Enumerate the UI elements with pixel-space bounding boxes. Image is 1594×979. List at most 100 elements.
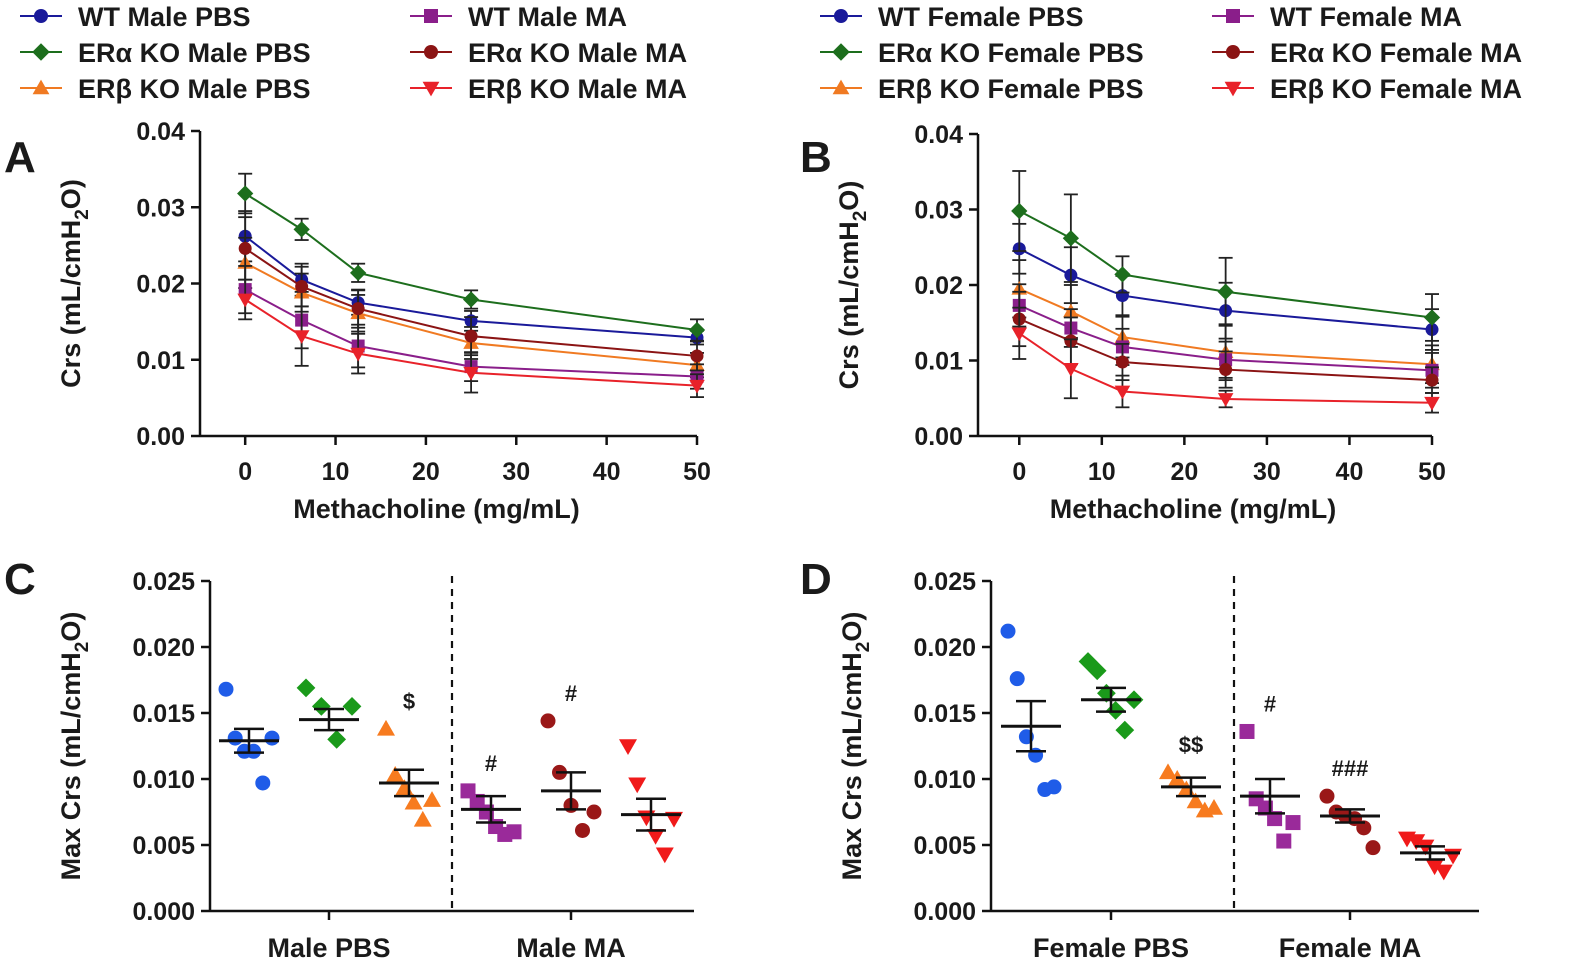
y-axis-label-sub: 2 bbox=[850, 211, 871, 222]
series-1 bbox=[237, 172, 706, 342]
data-point bbox=[311, 697, 331, 716]
data-point bbox=[1115, 720, 1135, 740]
data-point bbox=[637, 810, 656, 827]
category-label: Female PBS bbox=[1033, 933, 1189, 963]
panel-letter-b: B bbox=[800, 133, 832, 182]
data-point bbox=[628, 777, 647, 794]
data-point bbox=[1423, 309, 1441, 326]
data-point bbox=[1444, 848, 1462, 865]
category-label: Female MA bbox=[1279, 933, 1422, 963]
data-point bbox=[690, 349, 704, 363]
legend-label: WT Female PBS bbox=[878, 2, 1084, 32]
y-axis-label: Crs (mL/cmH2O) bbox=[834, 181, 871, 390]
y-axis-label-main: Max Crs (mL/cmH bbox=[837, 652, 867, 880]
data-point bbox=[293, 330, 310, 344]
panel-letter-c: C bbox=[4, 555, 36, 604]
group-1 bbox=[1078, 652, 1144, 740]
x-tick-label: 30 bbox=[1253, 458, 1281, 486]
group-3: # bbox=[1239, 691, 1301, 849]
data-point bbox=[293, 221, 310, 238]
legend-marker-square bbox=[1226, 9, 1240, 23]
legend-marker-triangle-up bbox=[32, 79, 50, 95]
legend-label: ERα KO Female MA bbox=[1270, 38, 1522, 68]
legend-marker-circle bbox=[834, 9, 848, 23]
data-point bbox=[1365, 840, 1381, 856]
legend-label: ERα KO Male MA bbox=[468, 38, 687, 68]
data-point bbox=[689, 379, 705, 394]
legend-label: ERβ KO Male PBS bbox=[78, 74, 311, 104]
legend-marker-triangle-down bbox=[1224, 81, 1242, 97]
data-point bbox=[1217, 283, 1234, 300]
data-point bbox=[404, 793, 423, 810]
data-point bbox=[1205, 799, 1223, 815]
legend-label: ERα KO Male PBS bbox=[78, 38, 311, 68]
legend-item: WT Male MA bbox=[410, 2, 627, 32]
data-point bbox=[1276, 833, 1292, 849]
data-point bbox=[464, 329, 478, 343]
y-tick-label: 0.025 bbox=[913, 568, 976, 596]
data-point bbox=[1424, 396, 1440, 411]
y-tick-label: 0.01 bbox=[136, 347, 185, 375]
significance-label: # bbox=[485, 751, 497, 776]
data-point bbox=[1063, 362, 1079, 377]
data-point bbox=[351, 302, 365, 316]
data-point bbox=[462, 291, 480, 308]
group-1 bbox=[296, 678, 362, 749]
series-1 bbox=[1011, 170, 1441, 342]
y-tick-label: 0.020 bbox=[132, 634, 195, 662]
group-4: # bbox=[540, 681, 602, 838]
scatter-chart-d: 0.000 0.005 0.010 0.015 0.020 0.025 Female PBS… bbox=[837, 568, 1479, 963]
data-point bbox=[237, 185, 254, 202]
data-point bbox=[255, 775, 271, 791]
data-point bbox=[237, 293, 253, 308]
data-point bbox=[1046, 779, 1062, 795]
data-point bbox=[1115, 355, 1129, 369]
group-3: # bbox=[460, 751, 522, 842]
data-point bbox=[1011, 202, 1028, 220]
x-tick-label: 10 bbox=[1088, 458, 1116, 486]
data-point bbox=[1217, 393, 1234, 407]
legend-label: WT Male MA bbox=[468, 2, 627, 32]
y-axis-label-main: Max Crs (mL/cmH bbox=[56, 652, 86, 880]
legend-marker-square bbox=[424, 9, 438, 23]
y-axis-label-end: O) bbox=[834, 181, 864, 211]
x-tick-label: 50 bbox=[683, 458, 711, 486]
x-tick-label: 30 bbox=[502, 458, 530, 486]
y-axis-label-main: Crs (mL/cmH bbox=[56, 220, 86, 388]
significance-label: $$ bbox=[1179, 732, 1203, 757]
data-point bbox=[386, 766, 405, 782]
series-5 bbox=[237, 278, 705, 399]
legend-item: WT Female PBS bbox=[820, 2, 1084, 32]
legend-marker-circle bbox=[424, 45, 438, 59]
data-point bbox=[1062, 230, 1079, 247]
legend-marker-diamond bbox=[32, 43, 50, 61]
data-point bbox=[1114, 385, 1131, 400]
legend-marker-triangle-up bbox=[832, 79, 850, 95]
y-axis-label: Max Crs (mL/cmH2O) bbox=[837, 612, 874, 881]
x-tick-label: 40 bbox=[1336, 458, 1364, 486]
y-tick-label: 0.005 bbox=[913, 832, 976, 860]
y-tick-label: 0.000 bbox=[132, 898, 195, 926]
group-2: $ bbox=[377, 689, 441, 827]
data-point bbox=[1239, 723, 1255, 739]
legend-marker-circle bbox=[1226, 45, 1240, 59]
data-point bbox=[296, 678, 316, 698]
data-point bbox=[646, 829, 665, 845]
legend-marker-diamond bbox=[832, 43, 850, 61]
data-point bbox=[1009, 671, 1025, 687]
y-tick-label: 0.03 bbox=[136, 194, 185, 222]
legend-male: WT Male PBS ERα KO Male PBS ERβ KO Male PB… bbox=[20, 2, 687, 104]
x-tick-label: 20 bbox=[1170, 458, 1198, 486]
data-point bbox=[1219, 363, 1233, 377]
legend-item: ERβ KO Male PBS bbox=[20, 74, 311, 104]
x-tick-label: 20 bbox=[412, 458, 440, 486]
group-5 bbox=[619, 739, 683, 864]
data-point bbox=[413, 810, 432, 827]
data-point bbox=[1186, 792, 1205, 809]
data-point bbox=[1000, 623, 1016, 639]
panel-letter-a: A bbox=[4, 133, 36, 182]
group-2: $$ bbox=[1159, 732, 1223, 818]
y-axis-label: Crs (mL/cmH2O) bbox=[56, 179, 93, 388]
y-axis-label-end: O) bbox=[56, 612, 86, 642]
